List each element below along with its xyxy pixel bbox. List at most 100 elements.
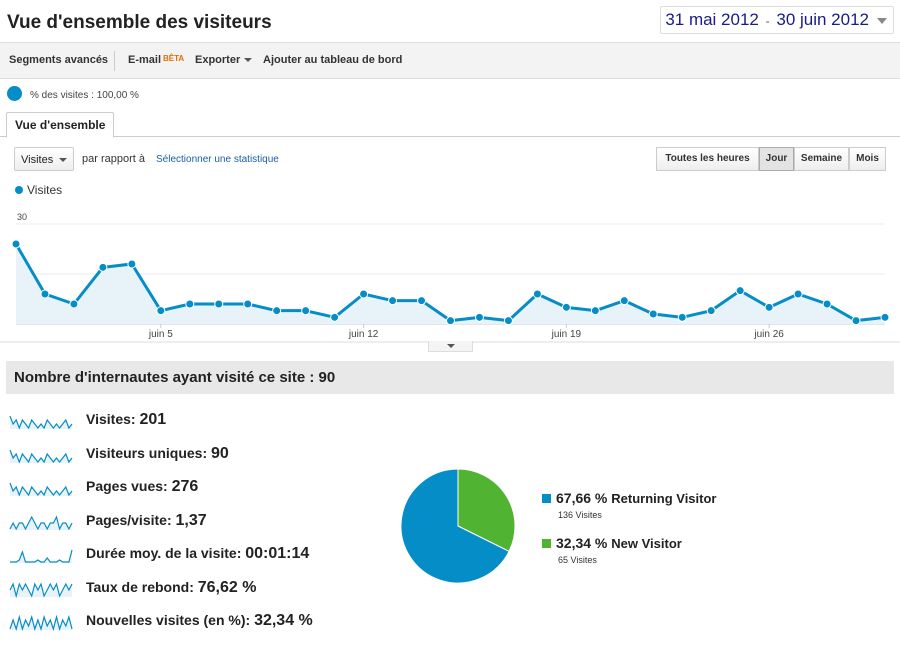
add-to-dashboard-button[interactable]: Ajouter au tableau de bord <box>263 54 403 66</box>
pie-slice[interactable] <box>400 468 510 584</box>
data-point[interactable] <box>388 296 398 306</box>
data-point[interactable] <box>793 289 803 299</box>
stat-value: 76,62 % <box>197 578 257 596</box>
stat-value: 32,34 % <box>254 612 313 629</box>
pie-slice[interactable] <box>457 468 516 553</box>
data-point[interactable] <box>214 299 224 309</box>
stat-value: 201 <box>139 411 167 428</box>
data-point[interactable] <box>301 306 311 316</box>
data-point[interactable] <box>532 289 542 299</box>
data-point[interactable] <box>851 316 861 326</box>
data-point[interactable] <box>243 299 253 309</box>
granularity-hourly-button[interactable]: Toutes les heures <box>656 147 759 171</box>
legend-label: 67,66 % Returning Visitor <box>556 490 716 506</box>
legend-visits-count: 136 Visites <box>558 510 602 520</box>
page-header: Vue d'ensemble des visiteurs 31 mai 2012… <box>0 0 900 42</box>
sparkline-icon <box>9 449 73 464</box>
chart-expand-toggle[interactable] <box>428 341 473 352</box>
stat-name: Pages vues: <box>86 478 172 494</box>
granularity-day-button[interactable]: Jour <box>759 147 794 171</box>
email-label: E-mail <box>128 54 162 66</box>
sparkline-fill <box>10 583 72 597</box>
legend-percent: 32,34 % <box>556 535 612 551</box>
data-point[interactable] <box>590 306 600 316</box>
data-point[interactable] <box>561 302 571 312</box>
date-range-picker[interactable]: 31 mai 2012 - 30 juin 2012 <box>660 6 894 34</box>
sparkline-fill <box>10 416 72 429</box>
data-point[interactable] <box>446 316 455 326</box>
stat-label: Taux de rebond: 76,62 % <box>86 579 256 597</box>
data-point[interactable] <box>330 312 340 322</box>
data-point[interactable] <box>706 306 716 316</box>
data-point[interactable] <box>185 299 195 309</box>
metric-select[interactable]: Visites <box>14 147 74 171</box>
data-point[interactable] <box>40 289 50 299</box>
stat-label: Visites: 201 <box>86 411 166 429</box>
data-point[interactable] <box>359 289 369 299</box>
sparkline-line <box>10 549 73 563</box>
legend-swatch <box>542 539 551 548</box>
stat-name: Visites: <box>86 411 140 427</box>
tab-overview[interactable]: Vue d'ensemble <box>6 112 115 138</box>
sparkline-icon <box>9 581 73 598</box>
visitors-summary-banner: Nombre d'internautes ayant visité ce sit… <box>6 361 894 394</box>
data-point[interactable] <box>11 239 21 249</box>
data-point[interactable] <box>677 312 687 322</box>
visitor-type-pie-chart <box>400 468 516 584</box>
tab-divider <box>0 136 900 137</box>
sparkline-line <box>9 415 73 430</box>
stat-value: 276 <box>171 478 199 495</box>
sparkline-line <box>9 482 73 497</box>
legend-dot <box>15 186 23 194</box>
toolbar-divider <box>114 51 115 71</box>
metric-select-value: Visites <box>21 154 54 166</box>
stat-label: Nouvelles visites (en %): 32,34 % <box>86 612 313 630</box>
y-tick-label: 30 <box>17 212 27 222</box>
stat-label: Pages vues: 276 <box>86 478 198 496</box>
x-tick-label: juin 26 <box>753 329 784 340</box>
sparkline-icon <box>9 614 73 632</box>
sparkline-icon <box>9 514 73 531</box>
data-point[interactable] <box>503 316 513 326</box>
data-point[interactable] <box>156 306 166 316</box>
visits-area <box>16 244 885 324</box>
sparkline-icon <box>9 482 73 497</box>
advanced-segments-button[interactable]: Segments avancés <box>9 54 109 66</box>
email-button[interactable]: E-mail BÊTA <box>128 54 184 66</box>
data-point[interactable] <box>69 299 79 309</box>
sparkline-line <box>9 614 73 632</box>
legend-swatch <box>542 494 551 503</box>
stat-label: Visiteurs uniques: 90 <box>86 445 229 463</box>
data-point[interactable] <box>648 309 658 319</box>
stat-name: Durée moy. de la visite: <box>86 545 246 561</box>
segment-percentage: % des visites : 100,00 % <box>30 90 139 101</box>
export-button[interactable]: Exporter <box>195 54 253 66</box>
granularity-week-button[interactable]: Semaine <box>794 147 849 171</box>
data-point[interactable] <box>619 296 629 306</box>
beta-badge: BÊTA <box>163 54 185 63</box>
data-point[interactable] <box>880 312 890 322</box>
data-point[interactable] <box>474 312 484 322</box>
sparkline-fill <box>10 550 72 563</box>
select-metric-link[interactable]: Sélectionner une statistique <box>156 154 279 165</box>
stat-label: Durée moy. de la visite: 00:01:14 <box>86 545 309 563</box>
sparkline-fill <box>10 449 72 463</box>
data-point[interactable] <box>735 286 745 296</box>
compare-label: par rapport à <box>82 153 145 165</box>
x-tick-label: juin 19 <box>551 329 582 340</box>
sparkline-fill <box>10 483 72 496</box>
data-point[interactable] <box>764 302 774 312</box>
data-point[interactable] <box>272 306 282 316</box>
sparkline-line <box>9 514 73 531</box>
sparkline-icon <box>10 549 73 563</box>
data-point[interactable] <box>127 259 137 269</box>
data-point[interactable] <box>822 299 832 309</box>
page-title: Vue d'ensemble des visiteurs <box>7 12 272 33</box>
date-separator: - <box>765 14 770 28</box>
data-point[interactable] <box>98 262 108 272</box>
data-point[interactable] <box>417 296 427 306</box>
legend-visits-count: 65 Visites <box>558 555 597 565</box>
granularity-month-button[interactable]: Mois <box>849 147 886 171</box>
legend-name: New Visitor <box>611 536 682 551</box>
